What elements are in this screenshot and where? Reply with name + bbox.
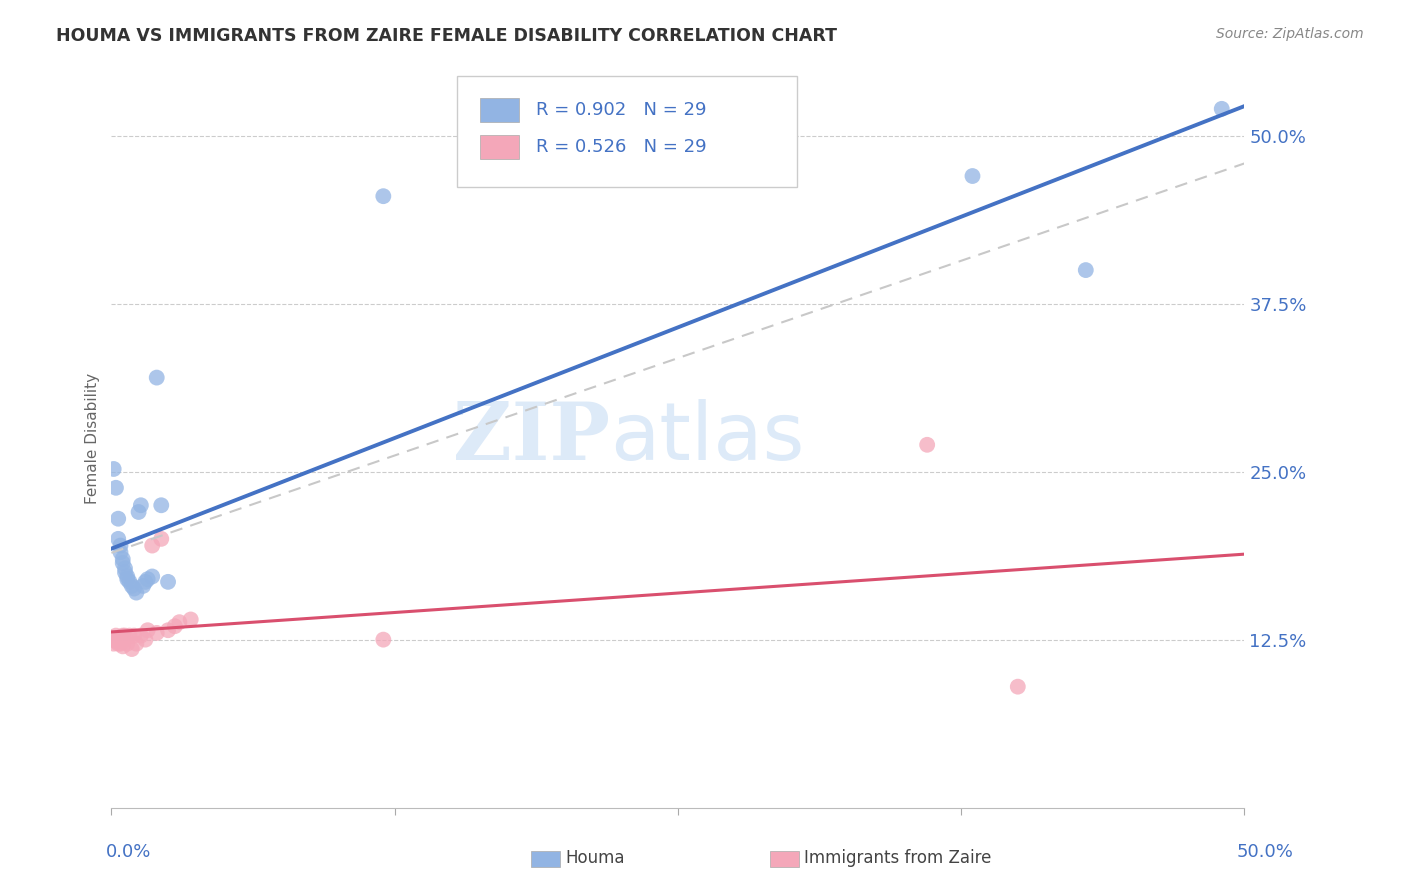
Point xyxy=(118,629,141,643)
Point xyxy=(111,556,134,570)
Point xyxy=(157,574,180,589)
Point xyxy=(107,637,129,651)
Point xyxy=(111,629,134,643)
Point xyxy=(145,370,167,384)
Point xyxy=(122,582,145,596)
Point xyxy=(103,462,125,476)
Point xyxy=(121,579,143,593)
Point xyxy=(373,189,395,203)
Point xyxy=(104,629,127,643)
Point xyxy=(114,629,136,643)
Point xyxy=(134,574,156,589)
Point xyxy=(110,637,132,651)
Point xyxy=(121,642,143,657)
Point xyxy=(136,572,159,586)
FancyBboxPatch shape xyxy=(479,98,519,122)
Point xyxy=(110,539,132,553)
Point xyxy=(104,481,127,495)
Point xyxy=(125,585,148,599)
Point xyxy=(122,629,145,643)
Point xyxy=(915,438,938,452)
Point xyxy=(136,624,159,638)
Point xyxy=(1211,102,1233,116)
Point xyxy=(117,569,139,583)
Point xyxy=(163,619,186,633)
Point xyxy=(110,545,132,559)
Point xyxy=(150,532,173,546)
Point xyxy=(132,579,155,593)
Point xyxy=(110,632,132,647)
Point xyxy=(111,552,134,566)
Point xyxy=(150,498,173,512)
Point xyxy=(117,572,139,586)
Point xyxy=(373,632,395,647)
Point xyxy=(134,632,156,647)
Point xyxy=(111,640,134,654)
Point xyxy=(107,511,129,525)
Y-axis label: Female Disability: Female Disability xyxy=(86,373,100,504)
Point xyxy=(103,632,125,647)
Text: R = 0.526   N = 29: R = 0.526 N = 29 xyxy=(536,138,707,156)
Point xyxy=(104,634,127,648)
Point xyxy=(1074,263,1097,277)
Point xyxy=(141,539,163,553)
Point xyxy=(145,626,167,640)
Point xyxy=(962,169,984,183)
Point xyxy=(117,637,139,651)
Point xyxy=(169,615,191,629)
Text: Immigrants from Zaire: Immigrants from Zaire xyxy=(804,849,991,867)
Point xyxy=(114,561,136,575)
Text: HOUMA VS IMMIGRANTS FROM ZAIRE FEMALE DISABILITY CORRELATION CHART: HOUMA VS IMMIGRANTS FROM ZAIRE FEMALE DI… xyxy=(56,27,837,45)
Point xyxy=(129,629,152,643)
FancyBboxPatch shape xyxy=(479,135,519,160)
Point xyxy=(107,532,129,546)
Text: ZIP: ZIP xyxy=(453,399,610,477)
Text: Source: ZipAtlas.com: Source: ZipAtlas.com xyxy=(1216,27,1364,41)
Text: 50.0%: 50.0% xyxy=(1237,843,1294,861)
Text: Houma: Houma xyxy=(565,849,624,867)
Point xyxy=(114,566,136,580)
Point xyxy=(141,569,163,583)
Point xyxy=(180,612,202,626)
Point xyxy=(125,637,148,651)
Point xyxy=(103,637,125,651)
Text: 0.0%: 0.0% xyxy=(105,843,150,861)
FancyBboxPatch shape xyxy=(457,76,797,186)
Point xyxy=(128,505,150,519)
Point xyxy=(107,632,129,646)
Point xyxy=(157,624,180,638)
Point xyxy=(1007,680,1029,694)
Point xyxy=(129,498,152,512)
Point xyxy=(118,574,141,589)
Text: R = 0.902   N = 29: R = 0.902 N = 29 xyxy=(536,101,707,119)
Text: atlas: atlas xyxy=(610,399,804,477)
